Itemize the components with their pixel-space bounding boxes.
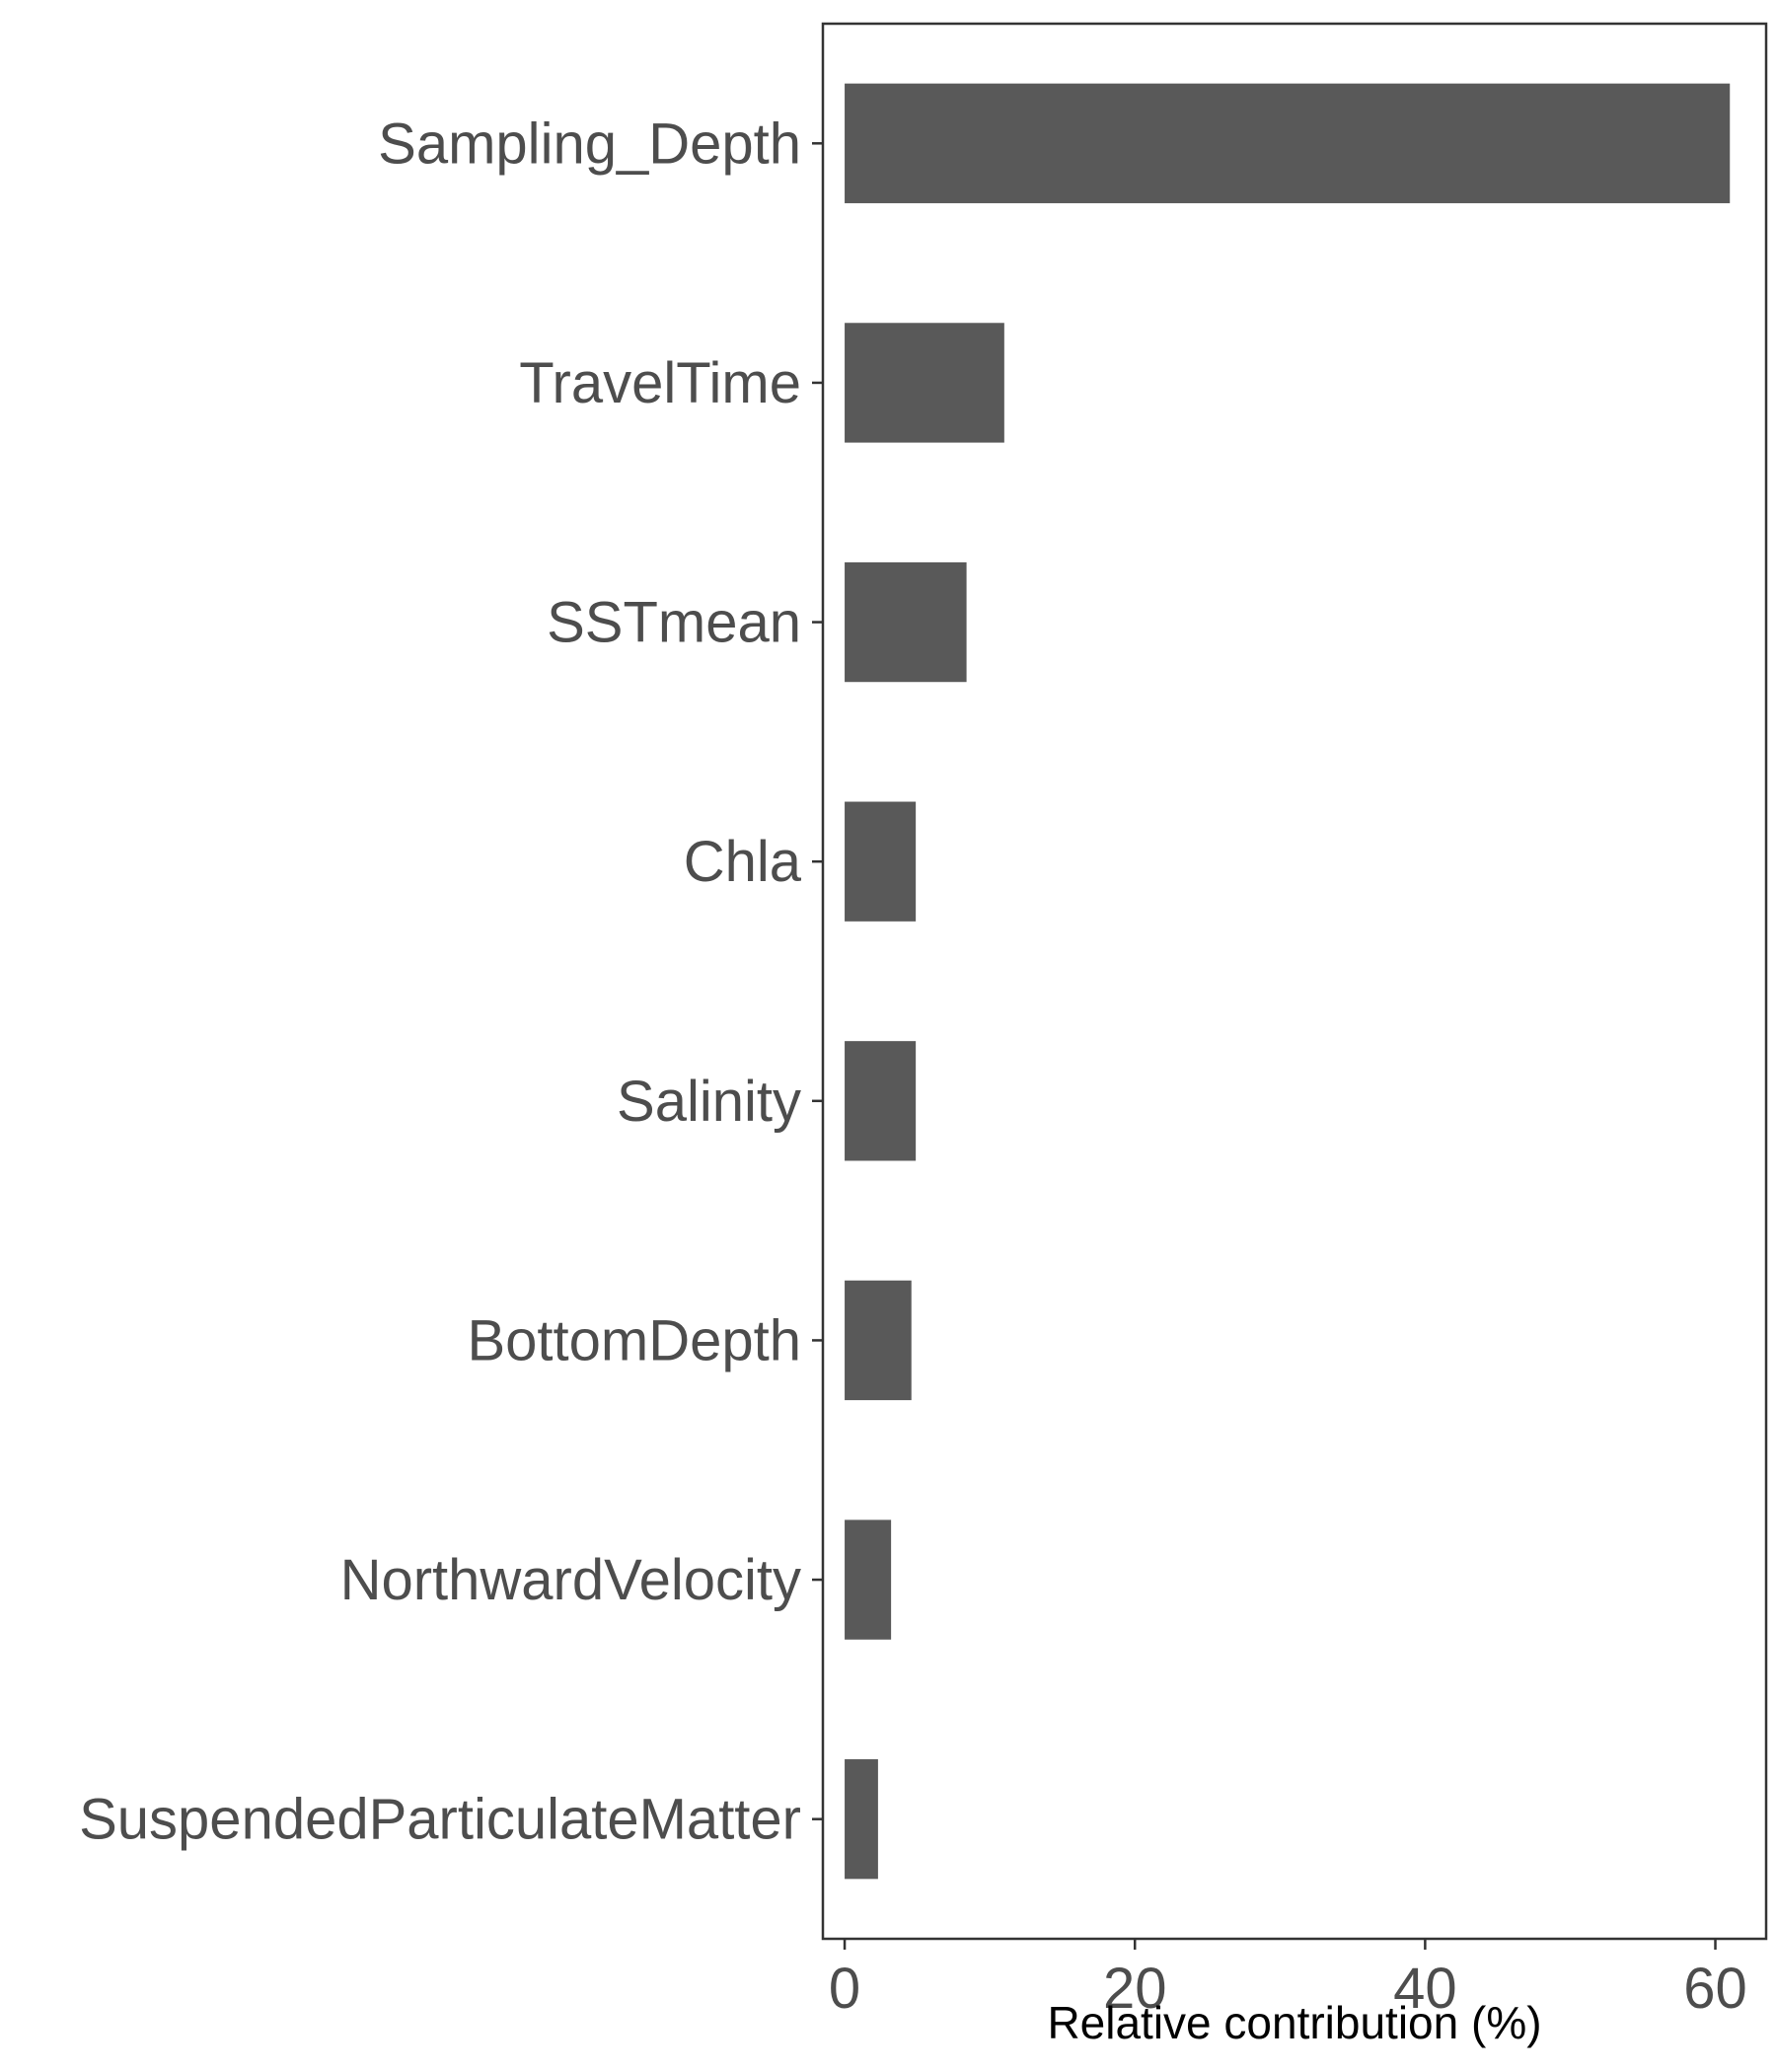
y-tick-label: SuspendedParticulateMatter xyxy=(79,1788,801,1852)
y-tick-label: TravelTime xyxy=(519,351,801,415)
x-tick-label: 60 xyxy=(1683,1957,1747,2021)
y-tick-label: Salinity xyxy=(617,1070,801,1134)
x-tick-label: 40 xyxy=(1393,1957,1457,2021)
bar-traveltime xyxy=(845,323,1004,443)
bar-suspendedparticulatematter xyxy=(845,1759,878,1880)
bar-sampling-depth xyxy=(845,83,1731,203)
bar-sstmean xyxy=(845,561,967,683)
x-tick-label: 0 xyxy=(829,1957,860,2021)
y-axis: Sampling_Depth TravelTime SSTmean Chla Salin… xyxy=(79,111,823,1852)
bar-salinity xyxy=(845,1041,917,1161)
bars-layer xyxy=(845,83,1731,1880)
x-axis-title: Relative contribution (%) xyxy=(1047,1997,1541,2048)
y-tick-label: NorthwardVelocity xyxy=(340,1548,801,1612)
y-tick-label: BottomDepth xyxy=(467,1308,801,1372)
bar-chla xyxy=(845,801,917,922)
x-axis: 0 20 40 60 xyxy=(829,1939,1747,2021)
y-tick-label: Chla xyxy=(684,830,802,894)
y-tick-label: Sampling_Depth xyxy=(378,111,801,176)
plot-panel-border xyxy=(821,22,1768,1941)
y-tick-label: SSTmean xyxy=(547,591,801,655)
x-tick-label: 20 xyxy=(1103,1957,1167,2021)
bar-bottomdepth xyxy=(845,1280,912,1401)
bar-northwardvelocity xyxy=(845,1519,892,1640)
